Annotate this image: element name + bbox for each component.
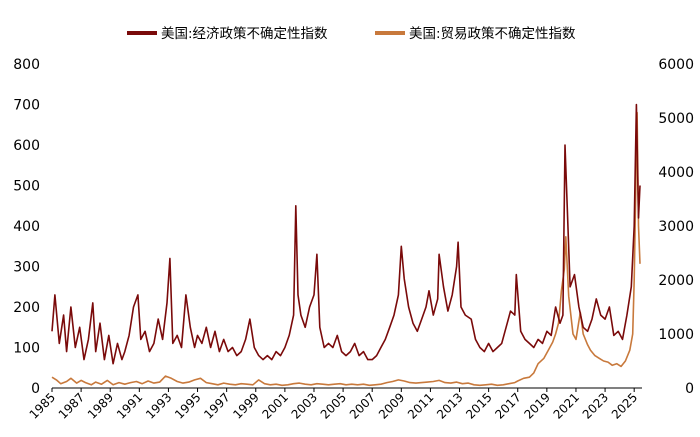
right-y-tick-label: 3000 bbox=[658, 219, 694, 235]
left-y-tick-label: 500 bbox=[13, 179, 40, 195]
legend: 美国:经济政策不确定性指数 美国:贸易政策不确定性指数 bbox=[127, 25, 576, 42]
x-tick-label: 2009 bbox=[376, 390, 407, 421]
right-y-tick-label: 4000 bbox=[658, 165, 694, 181]
series-layer bbox=[51, 103, 641, 387]
x-axis: 1985198719891991199319951997199920012003… bbox=[27, 387, 642, 422]
left-y-tick-label: 700 bbox=[13, 98, 40, 114]
x-tick-label: 2007 bbox=[347, 390, 378, 421]
x-tick-label: 2001 bbox=[259, 390, 290, 421]
left-y-tick-label: 0 bbox=[31, 381, 40, 397]
left-y-tick-label: 100 bbox=[13, 341, 40, 357]
x-tick-label: 2023 bbox=[580, 390, 611, 421]
x-tick-label: 2019 bbox=[521, 390, 552, 421]
left-y-tick-label: 300 bbox=[13, 260, 40, 276]
x-tick-label: 1987 bbox=[56, 390, 87, 421]
right-y-tick-label: 1000 bbox=[658, 327, 694, 343]
x-tick-label: 2021 bbox=[551, 390, 582, 421]
x-tick-label: 1999 bbox=[230, 390, 261, 421]
left-y-tick-label: 600 bbox=[13, 138, 40, 154]
series-line-0 bbox=[51, 103, 641, 365]
left-y-axis: 0 100 200 300 400 500 600 700 800 bbox=[13, 57, 40, 397]
series-line-1 bbox=[51, 111, 641, 387]
x-tick-label: 1997 bbox=[201, 390, 232, 421]
x-tick-label: 2017 bbox=[492, 390, 523, 421]
left-y-tick-label: 200 bbox=[13, 300, 40, 316]
x-tick-label: 1995 bbox=[172, 390, 203, 421]
x-tick-label: 2015 bbox=[463, 390, 494, 421]
x-tick-label: 2013 bbox=[434, 390, 465, 421]
x-tick-label: 1991 bbox=[114, 390, 145, 421]
right-y-tick-label: 0 bbox=[685, 381, 694, 397]
x-tick-label: 2005 bbox=[318, 390, 349, 421]
right-y-tick-label: 6000 bbox=[658, 57, 694, 73]
x-tick-label: 2025 bbox=[609, 390, 640, 421]
left-y-tick-label: 400 bbox=[13, 219, 40, 235]
x-tick-label: 2011 bbox=[405, 390, 436, 421]
left-y-tick-label: 800 bbox=[13, 57, 40, 73]
x-tick-label: 1989 bbox=[85, 390, 116, 421]
right-y-tick-label: 2000 bbox=[658, 273, 694, 289]
legend-label-0: 美国:经济政策不确定性指数 bbox=[161, 25, 328, 42]
x-tick-label: 2003 bbox=[289, 390, 320, 421]
x-tick-label: 1993 bbox=[143, 390, 174, 421]
right-y-tick-label: 5000 bbox=[658, 111, 694, 127]
right-y-axis: 0 1000 2000 3000 4000 5000 6000 bbox=[658, 57, 694, 397]
legend-label-1: 美国:贸易政策不确定性指数 bbox=[409, 25, 576, 42]
